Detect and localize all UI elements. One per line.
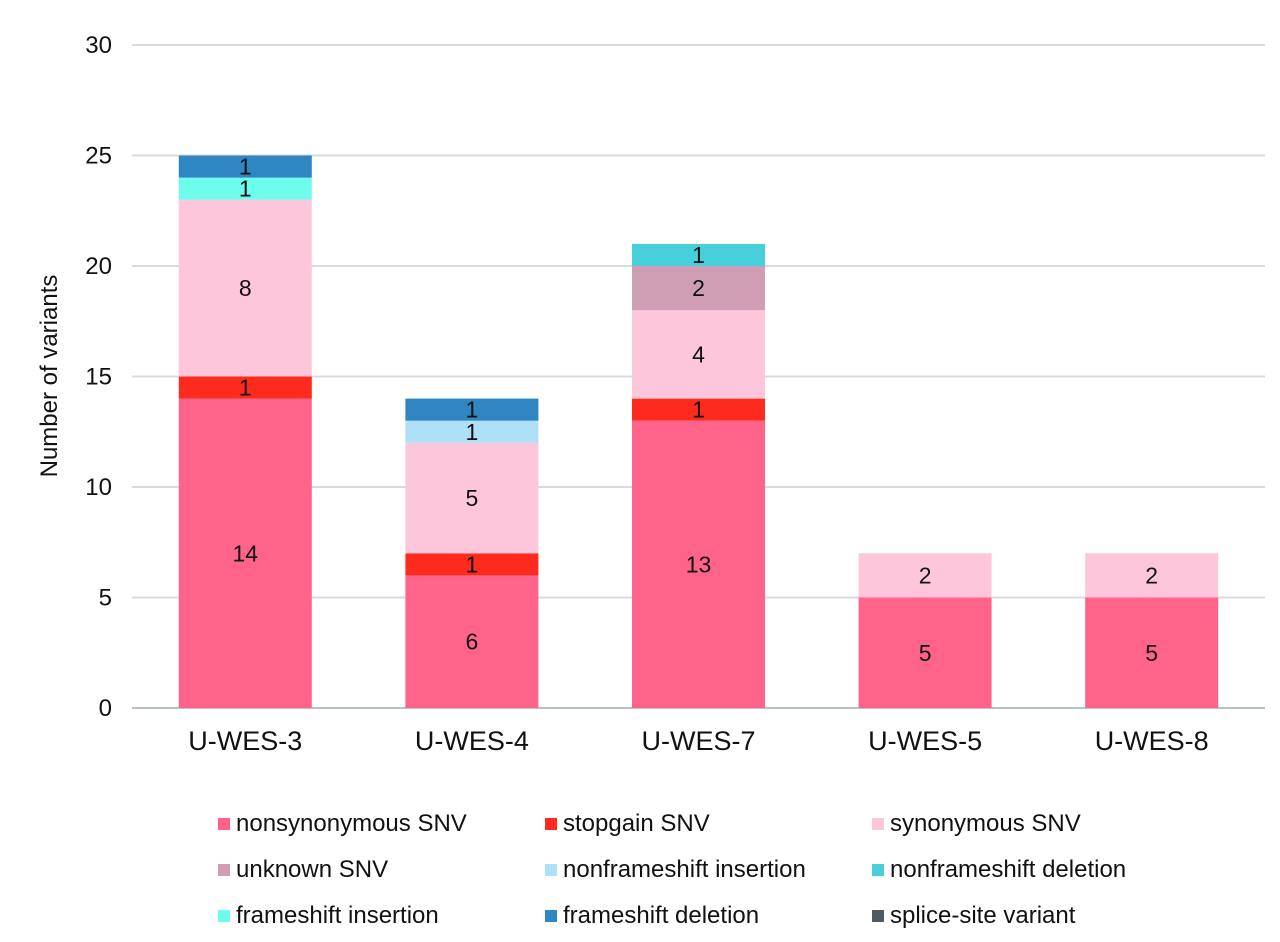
data-label: 14	[233, 540, 259, 566]
x-tick-label: U-WES-4	[415, 726, 529, 756]
x-tick-label: U-WES-3	[188, 726, 302, 756]
y-tick-label: 15	[85, 364, 112, 391]
data-label: 1	[692, 397, 705, 423]
bar-segment	[405, 575, 539, 708]
bar-segment	[632, 420, 765, 708]
y-tick-label: 25	[85, 143, 112, 170]
data-label: 13	[686, 551, 712, 577]
data-label: 5	[1145, 640, 1158, 666]
legend-swatch	[872, 818, 884, 830]
data-label: 2	[1145, 562, 1158, 588]
legend-swatch	[218, 910, 230, 922]
data-label: 6	[466, 629, 479, 655]
bar-segment	[1085, 553, 1219, 598]
legend-item: synonymous SNV	[872, 808, 1198, 840]
x-tick-label: U-WES-5	[868, 726, 982, 756]
data-label: 8	[239, 275, 252, 301]
data-label: 1	[239, 154, 252, 180]
legend-label: frameshift deletion	[563, 902, 760, 929]
legend-swatch	[218, 864, 230, 876]
legend-swatch	[872, 864, 884, 876]
bar-segment	[178, 398, 312, 708]
legend-item: frameshift deletion	[545, 900, 872, 932]
bar-segment	[632, 243, 765, 266]
legend-item: splice-site variant	[872, 900, 1198, 932]
data-label: 2	[692, 275, 705, 301]
x-tick-label: U-WES-7	[642, 726, 756, 756]
y-tick-label: 5	[99, 585, 112, 612]
bar-segment	[632, 266, 765, 311]
bar-segment	[178, 177, 312, 200]
bar-segment	[405, 553, 539, 576]
y-tick-label: 10	[85, 474, 112, 501]
data-label: 1	[466, 419, 479, 445]
bar-segment	[632, 398, 765, 421]
legend-item: nonframeshift deletion	[872, 854, 1198, 886]
legend-item: unknown SNV	[218, 854, 545, 886]
bar-segment	[858, 597, 992, 708]
legend-label: stopgain SNV	[563, 810, 710, 837]
bar-segment	[178, 155, 312, 178]
y-tick-label: 30	[85, 32, 112, 59]
bar-segment	[632, 310, 765, 399]
bar-segment	[178, 376, 312, 399]
data-label: 1	[239, 176, 252, 202]
legend-label: nonframeshift insertion	[563, 856, 806, 883]
legend-label: nonsynonymous SNV	[236, 810, 467, 837]
legend-item: stopgain SNV	[545, 808, 872, 840]
bars	[178, 155, 1219, 708]
legend-label: frameshift insertion	[236, 902, 439, 929]
legend-swatch	[872, 910, 884, 922]
data-label: 1	[239, 375, 252, 401]
legend-item: nonsynonymous SNV	[218, 808, 545, 840]
legend-label: unknown SNV	[236, 856, 389, 883]
y-tick-label: 0	[99, 695, 112, 722]
data-label: 1	[466, 397, 479, 423]
y-tick-label: 20	[85, 253, 112, 280]
data-label: 5	[919, 640, 932, 666]
data-label: 1	[466, 551, 479, 577]
legend-label: synonymous SNV	[890, 810, 1081, 837]
legend-label: splice-site variant	[890, 902, 1076, 929]
legend-item: nonframeshift insertion	[545, 854, 872, 886]
x-tick-label: U-WES-8	[1095, 726, 1209, 756]
legend-swatch	[545, 818, 557, 830]
bar-segment	[178, 199, 312, 377]
y-axis-title: Number of variants	[36, 275, 63, 478]
data-label: 5	[466, 485, 479, 511]
data-label: 2	[919, 562, 932, 588]
legend-swatch	[545, 910, 557, 922]
data-label: 1	[692, 242, 705, 268]
bar-segment	[1085, 597, 1219, 708]
bar-segment	[405, 442, 539, 554]
legend-swatch	[218, 818, 230, 830]
bar-segment	[405, 398, 539, 421]
legend-swatch	[545, 864, 557, 876]
data-label: 4	[692, 341, 705, 367]
bar-segment	[405, 420, 539, 443]
legend-label: nonframeshift deletion	[890, 856, 1127, 883]
bar-segment	[858, 553, 992, 598]
legend: nonsynonymous SNV stopgain SNV synonymous …	[218, 808, 1198, 932]
legend-item: frameshift insertion	[218, 900, 545, 932]
